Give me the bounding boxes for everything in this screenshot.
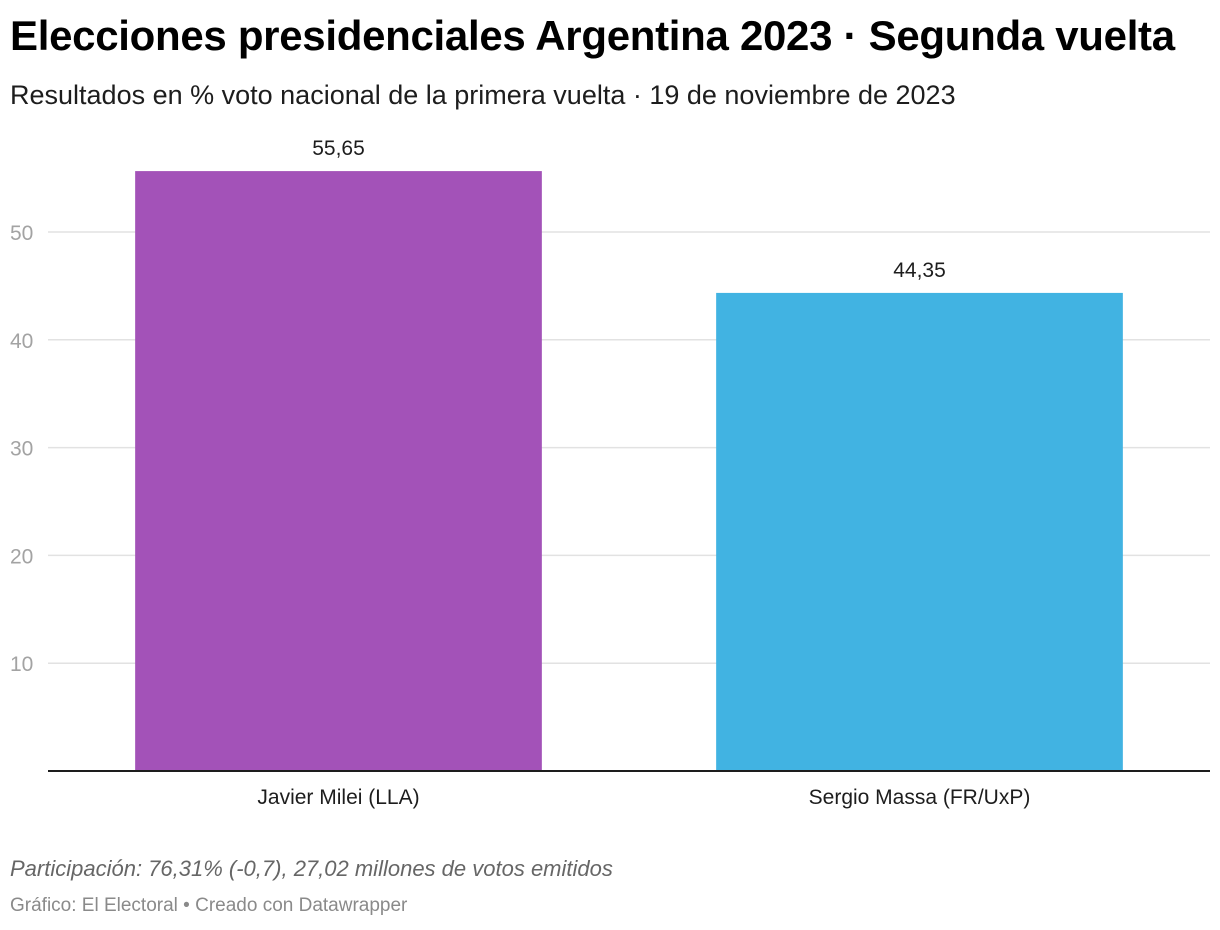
y-tick-label: 30 xyxy=(10,438,33,461)
bar-value-label: 44,35 xyxy=(893,259,946,282)
x-category-label: Sergio Massa (FR/UxP) xyxy=(809,786,1031,809)
bar-chart: 10 20 30 40 50 55,65 Javier Milei (LLA) 44,35 Se… xyxy=(10,137,1210,809)
chart-note: Participación: 76,31% (-0,7), 27,02 mill… xyxy=(10,856,613,881)
y-tick-label: 20 xyxy=(10,545,33,568)
bar-1 xyxy=(135,171,542,771)
chart-title: Elecciones presidenciales Argentina 2023… xyxy=(10,12,1175,59)
chart-subtitle: Resultados en % voto nacional de la prim… xyxy=(10,80,956,110)
bar-2 xyxy=(716,292,1123,771)
chart-credit: Gráfico: El Electoral • Creado con Dataw… xyxy=(10,895,408,916)
bar-value-label: 55,65 xyxy=(312,137,365,160)
y-tick-label: 40 xyxy=(10,330,33,353)
x-category-label: Javier Milei (LLA) xyxy=(257,786,419,809)
y-tick-label: 50 xyxy=(10,222,33,245)
y-tick-label: 10 xyxy=(10,653,33,676)
